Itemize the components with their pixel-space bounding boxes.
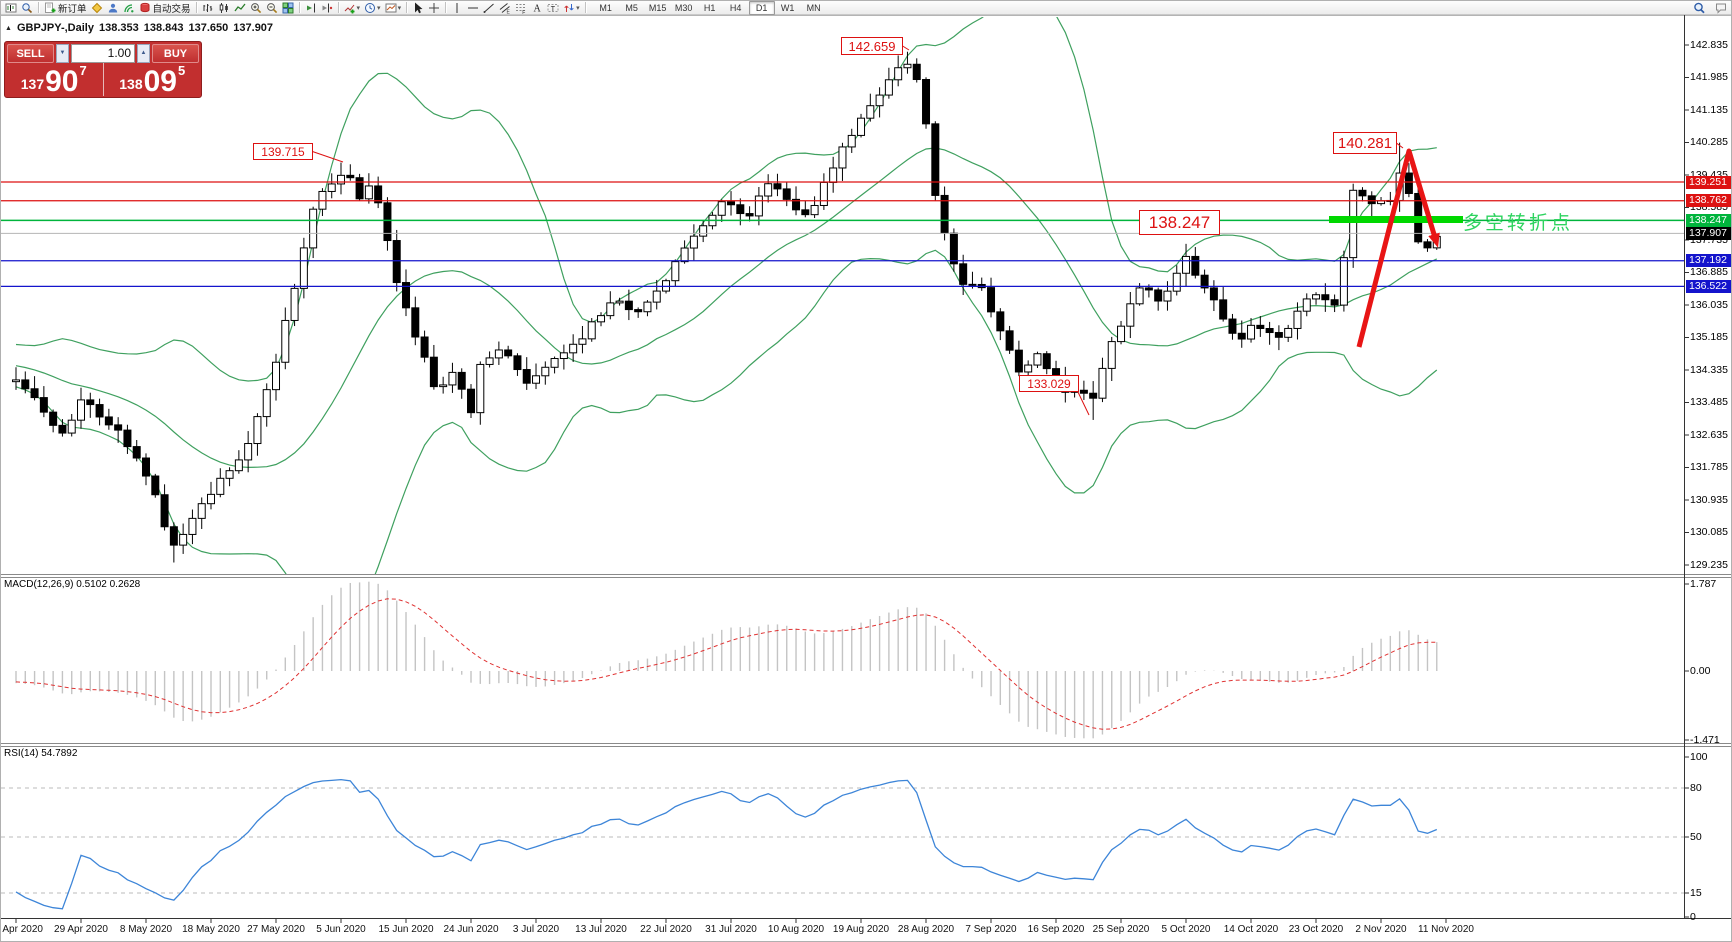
buy-price-pips: 09 xyxy=(143,64,177,98)
buy-button[interactable]: BUY xyxy=(152,44,199,63)
ohlc-open: 138.353 xyxy=(98,22,139,34)
periods-icon[interactable]: ▾ xyxy=(362,1,383,14)
timeframe-h1[interactable]: H1 xyxy=(703,2,716,13)
toolbar-separator xyxy=(195,2,197,13)
autotrading-button[interactable]: 自动交易 xyxy=(137,1,193,15)
sell-button[interactable]: SELL xyxy=(7,44,54,63)
chart-shift-icon[interactable] xyxy=(319,1,335,14)
horizontal-line-icon[interactable] xyxy=(465,1,481,14)
timeframe-mn[interactable]: MN xyxy=(806,2,821,13)
toolbar: 新订单 自动交易 ▾ ▾ ▾ E F A T ▾ M1 M5 M15 M30 H1 H4 D1 W… xyxy=(1,1,1731,15)
symbol-info: ▲ GBPJPY-,Daily 138.353 138.843 137.650 … xyxy=(5,22,273,34)
toolbar-separator xyxy=(337,2,339,13)
timeframe-d1[interactable]: D1 xyxy=(748,1,775,15)
vertical-line-icon[interactable] xyxy=(449,1,465,14)
toolbar-groups: 新订单 自动交易 ▾ ▾ ▾ E F A T ▾ xyxy=(3,1,582,15)
one-click-toggle[interactable]: ▲ xyxy=(5,24,12,32)
new-chart-icon[interactable] xyxy=(3,1,19,14)
volume-decrease-button[interactable]: ▼ xyxy=(56,44,69,63)
ohlc-low: 137.650 xyxy=(188,22,229,34)
sell-price-point: 7 xyxy=(79,63,87,78)
symbol-name: GBPJPY-,Daily xyxy=(16,22,94,34)
volume-increase-button[interactable]: ▲ xyxy=(137,44,150,63)
trade-panel-prices: 137 90 7 138 09 5 xyxy=(5,63,201,96)
indicators-icon[interactable]: ▾ xyxy=(342,1,363,14)
signals-icon[interactable] xyxy=(121,1,137,14)
svg-text:E: E xyxy=(507,9,511,14)
timeframe-m1[interactable]: M1 xyxy=(599,2,612,13)
buy-price-figure: 138 xyxy=(119,76,143,92)
sell-price-pips: 90 xyxy=(45,64,79,98)
timeframe-w1[interactable]: W1 xyxy=(780,2,795,13)
bars-chart-icon[interactable] xyxy=(200,1,216,14)
zoom-out-icon[interactable] xyxy=(264,1,280,14)
buy-price[interactable]: 138 09 5 xyxy=(104,63,202,96)
timeframe-h4[interactable]: H4 xyxy=(729,2,742,13)
arrow-objects-icon[interactable]: ▾ xyxy=(561,1,582,14)
timeframe-m30[interactable]: M30 xyxy=(674,2,693,13)
timeframe-switcher: M1 M5 M15 M30 H1 H4 D1 W1 MN xyxy=(593,1,827,15)
toolbar-separator xyxy=(584,2,586,13)
toolbar-right xyxy=(1691,1,1729,15)
chart-styler-icon[interactable] xyxy=(89,1,105,14)
svg-text:A: A xyxy=(534,3,542,14)
candlestick-chart-icon[interactable] xyxy=(216,1,232,14)
toolbar-separator xyxy=(298,2,300,13)
trendline-icon[interactable] xyxy=(481,1,497,14)
one-click-trading-panel: SELL ▼ 1.00 ▲ BUY 137 90 7 138 09 5 xyxy=(4,41,202,98)
svg-text:F: F xyxy=(522,9,525,13)
timeframe-m5[interactable]: M5 xyxy=(625,2,638,13)
toolbar-separator xyxy=(38,2,39,13)
ohlc-close: 137.907 xyxy=(233,22,274,34)
tile-windows-icon[interactable] xyxy=(280,1,296,14)
crosshair-icon[interactable] xyxy=(426,1,442,14)
templates-icon[interactable]: ▾ xyxy=(383,1,404,14)
sell-price[interactable]: 137 90 7 xyxy=(5,63,104,96)
toolbar-separator xyxy=(445,2,447,13)
new-order-button[interactable]: 新订单 xyxy=(42,1,89,15)
equidistant-channel-icon[interactable]: E xyxy=(497,1,513,14)
line-chart-icon[interactable] xyxy=(232,1,248,14)
buy-price-point: 5 xyxy=(178,63,186,78)
sell-price-figure: 137 xyxy=(20,76,45,92)
svg-text:T: T xyxy=(551,5,556,12)
zoom-in-icon[interactable] xyxy=(248,1,264,14)
auto-scroll-icon[interactable] xyxy=(303,1,319,14)
chat-icon[interactable] xyxy=(1713,2,1729,15)
timeframe-m15[interactable]: M15 xyxy=(648,2,667,13)
cursor-icon[interactable] xyxy=(410,1,426,14)
text-label-icon[interactable]: T xyxy=(545,1,561,14)
data-window-icon[interactable] xyxy=(19,1,35,14)
navigator-icon[interactable] xyxy=(105,1,121,14)
text-icon[interactable]: A xyxy=(529,1,545,14)
trade-panel-controls: SELL ▼ 1.00 ▲ BUY xyxy=(5,42,201,63)
fibonacci-icon[interactable]: F xyxy=(513,1,529,14)
search-icon[interactable] xyxy=(1691,2,1707,15)
toolbar-separator xyxy=(406,2,408,13)
ohlc-high: 138.843 xyxy=(143,22,184,34)
volume-input[interactable]: 1.00 xyxy=(71,44,135,63)
